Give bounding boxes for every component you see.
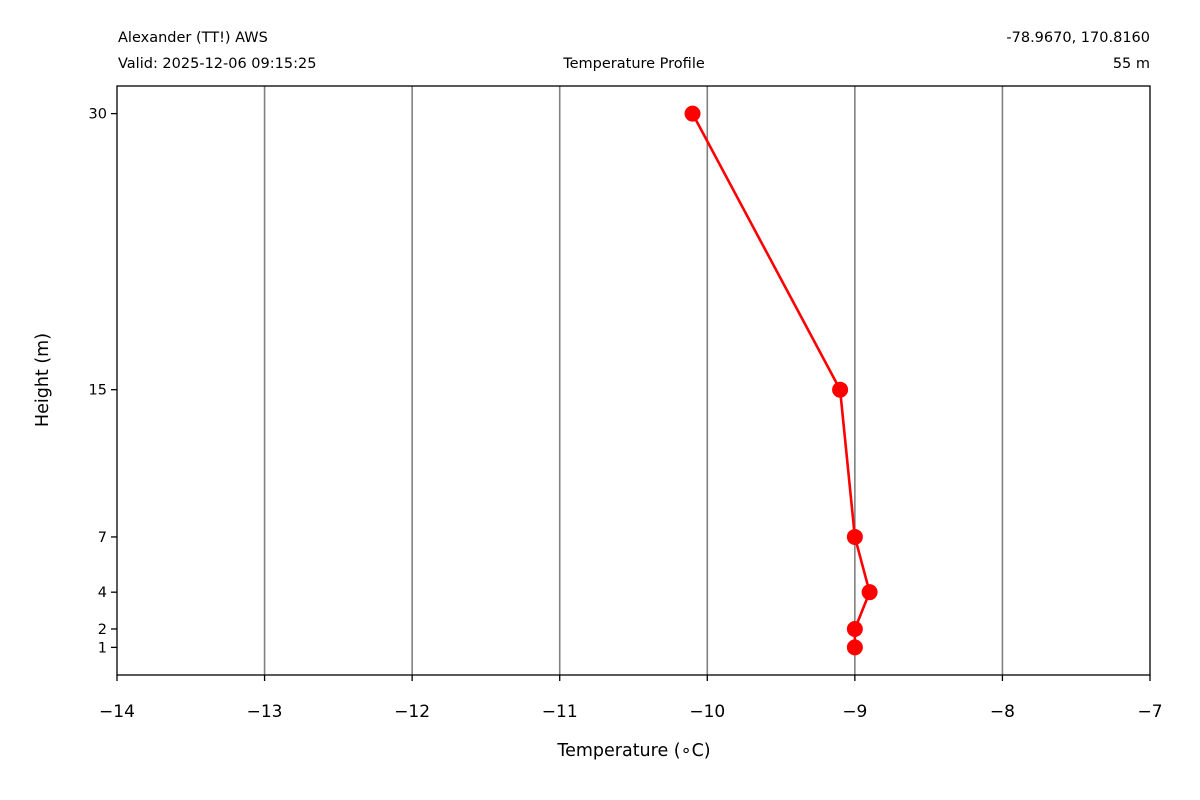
y-axis-label: Height (m) (33, 333, 53, 427)
data-point-marker (832, 381, 849, 398)
data-point-marker (846, 620, 863, 637)
y-tick-label: 1 (98, 640, 107, 656)
plot-frame (116, 85, 1151, 676)
valid-time: Valid: 2025-12-06 09:15:25 (118, 56, 316, 72)
grid-lines (263, 86, 1004, 675)
chart-title: Temperature Profile (562, 56, 705, 72)
data-point-marker (861, 584, 878, 601)
temperature-series-line (691, 112, 871, 648)
data-point-marker (846, 639, 863, 656)
station-name: Alexander (TT!) AWS (118, 30, 268, 46)
data-point-marker (846, 528, 863, 545)
x-tick-label: −11 (542, 702, 578, 722)
x-axis-label: Temperature (∘C) (556, 741, 710, 761)
y-tick-label: 30 (89, 107, 107, 123)
x-tick-label: −14 (99, 702, 135, 722)
data-point-marker (684, 105, 701, 122)
x-tick-label: −13 (247, 702, 283, 722)
x-tick-label: −12 (394, 702, 430, 722)
series-layer (684, 105, 878, 656)
x-tick-label: −7 (1137, 702, 1162, 722)
x-tick-label: −8 (990, 702, 1015, 722)
y-tick-label: 7 (98, 530, 107, 546)
y-tick-label: 15 (89, 383, 107, 399)
y-tick-label: 4 (98, 585, 107, 601)
y-tick-label: 2 (98, 622, 107, 638)
station-elevation: 55 m (1113, 56, 1150, 72)
x-tick-label: −9 (842, 702, 867, 722)
y-axis-ticks: 1 2 4 7 15 30 (89, 107, 117, 656)
x-tick-label: −10 (689, 702, 725, 722)
x-axis-ticks: −14 −13 −12 −11 −10 −9 −8 −7 (99, 675, 1163, 722)
station-coordinates: -78.9670, 170.8160 (1006, 30, 1150, 46)
